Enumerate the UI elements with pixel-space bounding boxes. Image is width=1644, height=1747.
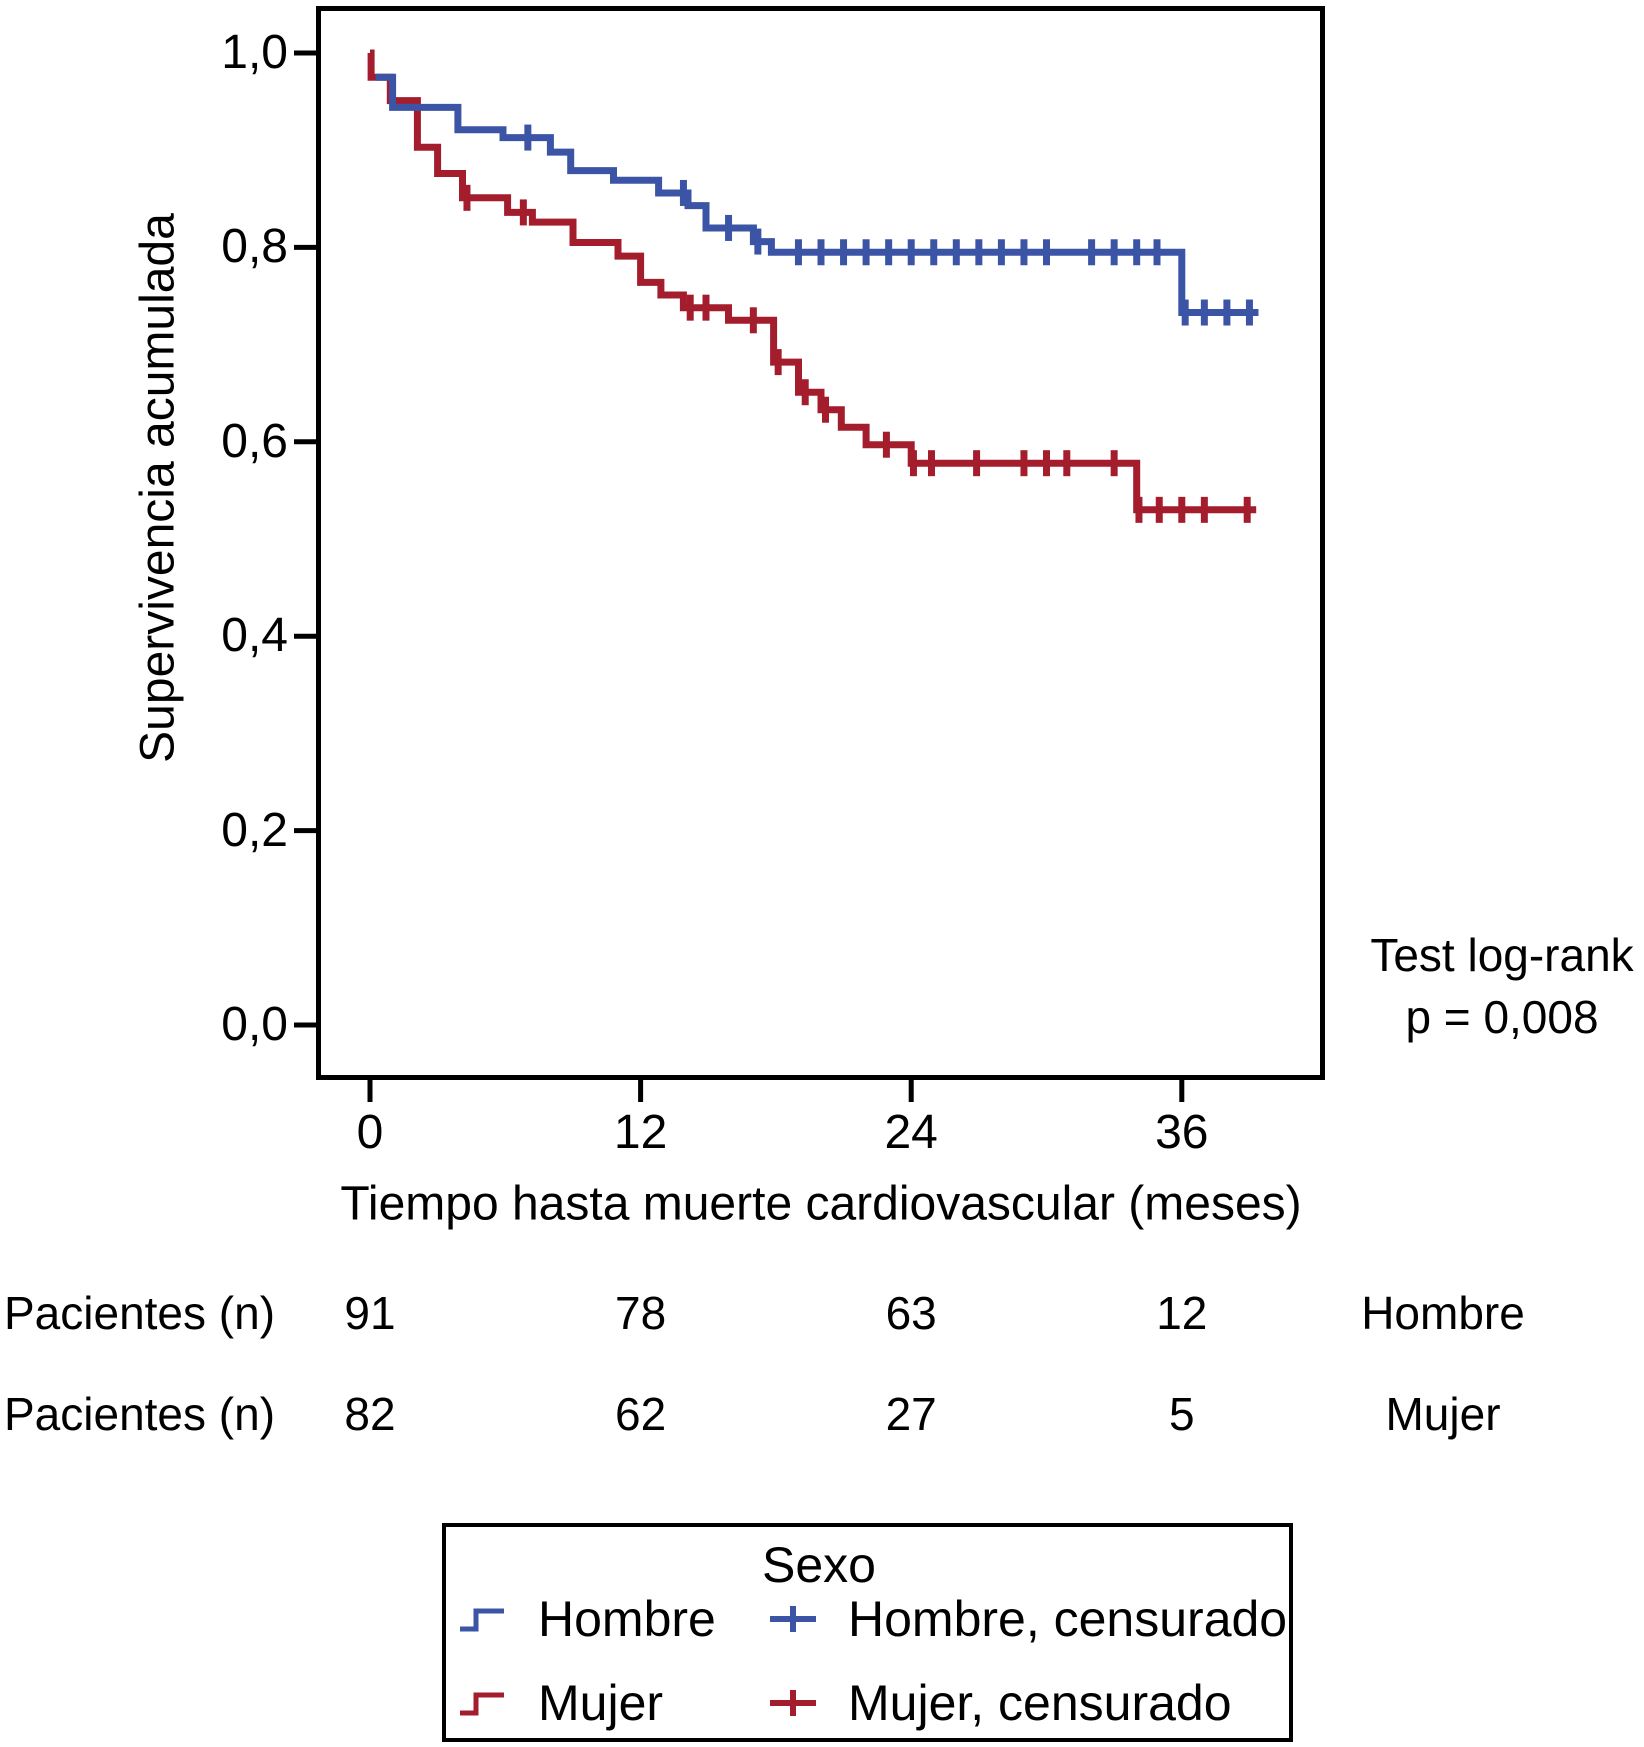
plus-censor-icon xyxy=(770,1690,816,1716)
legend-item-label: Hombre, censurado xyxy=(848,1591,1288,1647)
log-rank-test-label: Test log-rank xyxy=(1370,929,1634,981)
risk-count: 78 xyxy=(615,1287,667,1339)
plus-censor-icon xyxy=(770,1606,816,1632)
risk-count: 63 xyxy=(885,1287,937,1339)
legend-item-mujer-censurado: Mujer, censurado xyxy=(768,1673,1232,1733)
km-curve-hombre xyxy=(375,73,1259,316)
risk-group-mujer: Mujer xyxy=(1385,1388,1501,1440)
y-tick-label: 0,8 xyxy=(221,220,288,274)
log-rank-p-value: p = 0,008 xyxy=(1405,991,1599,1043)
legend-item-label: Hombre xyxy=(538,1591,716,1647)
x-tick-label: 12 xyxy=(613,1106,668,1159)
x-tick-label: 0 xyxy=(356,1106,384,1159)
x-axis-title: Tiempo hasta muerte cardiovascular (mese… xyxy=(340,1177,1302,1231)
legend-item-hombre-censurado: Hombre, censurado xyxy=(768,1589,1287,1649)
risk-count: 27 xyxy=(885,1388,937,1440)
y-tick-label: 0,4 xyxy=(221,609,288,663)
legend-item-mujer: Mujer xyxy=(458,1673,663,1733)
y-tick-label: 1,0 xyxy=(221,26,288,79)
legend-item-label: Mujer, censurado xyxy=(848,1675,1232,1731)
legend-item-label: Mujer xyxy=(538,1675,664,1731)
y-tick-label: 0,6 xyxy=(221,414,288,468)
risk-row-label-hombre: Pacientes (n) xyxy=(4,1287,276,1339)
legend-title: Sexo xyxy=(762,1537,876,1593)
plot-border xyxy=(316,6,1325,1080)
km-curve-mujer xyxy=(367,49,1257,514)
legend-item-hombre: Hombre xyxy=(458,1589,716,1649)
x-tick-label: 24 xyxy=(884,1106,938,1159)
log-rank-annotation: Test log-rank p = 0,008 xyxy=(1352,924,1644,1048)
y-tick-label: 0,0 xyxy=(221,998,288,1051)
risk-count: 12 xyxy=(1156,1287,1208,1339)
y-axis-title: Supervivencia acumulada xyxy=(131,213,185,763)
risk-count: 62 xyxy=(615,1388,667,1440)
step-line-icon xyxy=(460,1692,504,1716)
risk-row-label-mujer: Pacientes (n) xyxy=(4,1388,276,1440)
risk-group-hombre: Hombre xyxy=(1361,1287,1525,1339)
y-tick-label: 0,2 xyxy=(221,803,288,857)
step-line-icon xyxy=(460,1608,504,1632)
risk-count: 82 xyxy=(344,1388,396,1440)
risk-count: 91 xyxy=(344,1287,396,1339)
risk-count: 5 xyxy=(1169,1388,1195,1440)
x-tick-label: 36 xyxy=(1155,1106,1209,1159)
legend: Sexo Hombre Hombre, censurado Mujer Muje… xyxy=(442,1523,1293,1742)
